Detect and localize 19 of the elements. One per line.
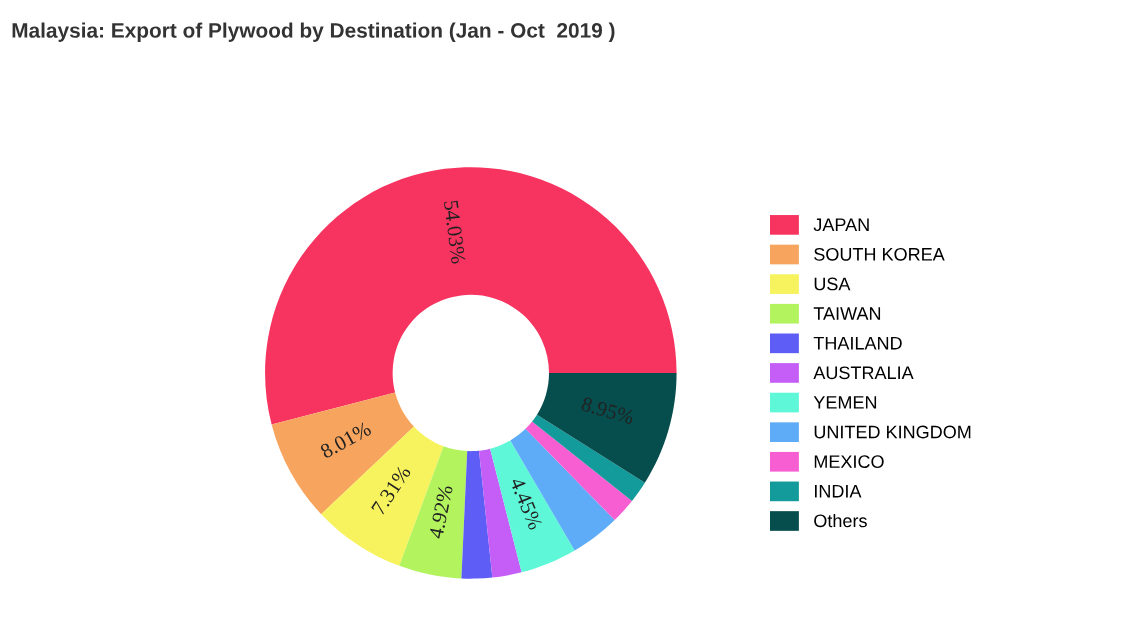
legend-label: AUSTRALIA — [813, 366, 914, 380]
legend-label: JAPAN — [813, 218, 869, 232]
legend-label: UNITED KINGDOM — [814, 425, 971, 439]
data-label: 54.03% — [443, 200, 466, 264]
legend-label: TAIWAN — [813, 307, 881, 320]
legend-label: USA — [814, 277, 851, 291]
donut-slice — [510, 428, 615, 551]
donut-slice — [461, 450, 493, 579]
legend-label: INDIA — [814, 485, 862, 498]
data-label: 4.45% — [509, 476, 543, 531]
data-label: 4.92% — [428, 484, 453, 540]
chart-title: Malaysia: Export of Plywood by Destination (Jan - Oct 2019 ) — [12, 22, 615, 42]
legend-label: YEMEN — [813, 396, 877, 409]
legend-label: MEXICO — [814, 455, 884, 468]
donut-slice — [271, 392, 414, 515]
legend-label: Others — [814, 513, 867, 528]
legend-label: SOUTH KOREA — [814, 247, 945, 261]
legend-label: THAILAND — [813, 336, 902, 350]
donut-slice — [490, 440, 575, 573]
